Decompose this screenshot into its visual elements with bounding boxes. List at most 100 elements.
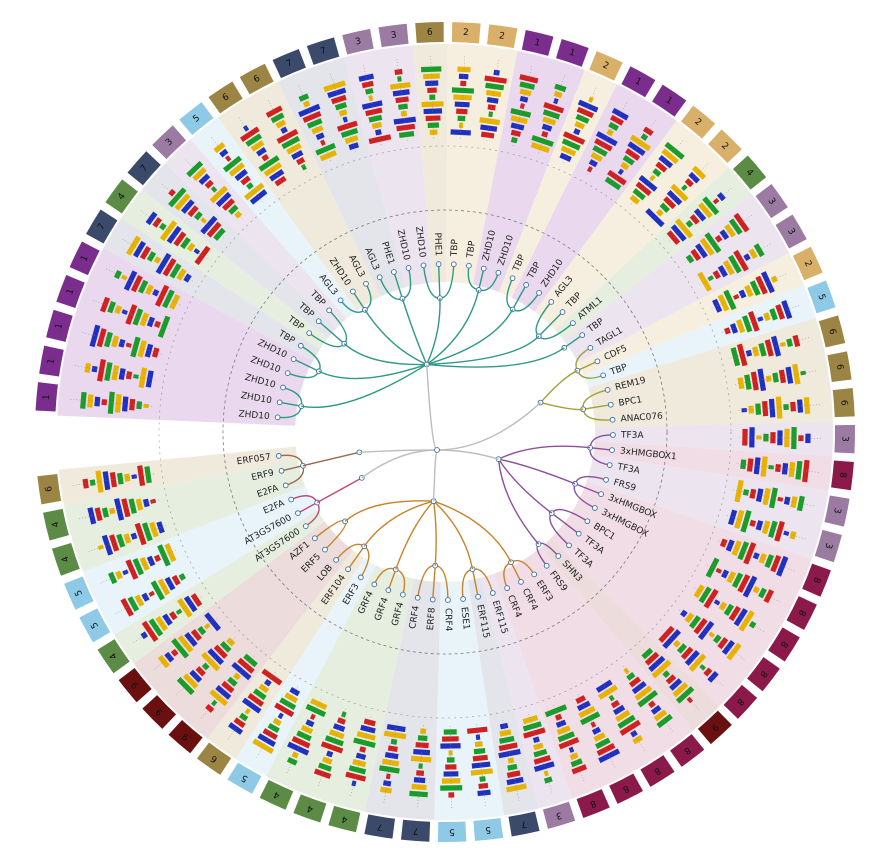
tree-node	[591, 505, 598, 511]
motif-letter	[153, 554, 162, 562]
branch	[302, 451, 360, 467]
motif-letter	[542, 116, 557, 126]
motif-letter	[775, 396, 783, 419]
tree-node	[606, 462, 613, 468]
logo-axis	[255, 686, 298, 760]
motif-letter	[190, 593, 203, 607]
tree-node	[284, 370, 291, 376]
cluster-band	[133, 521, 354, 739]
motif-letter	[542, 109, 561, 120]
tree-node	[594, 358, 601, 365]
motif-logo	[199, 653, 258, 720]
motif-letter	[241, 697, 262, 714]
cluster-number: 1	[568, 48, 577, 59]
motif-letter	[592, 145, 608, 157]
motif-letter	[743, 542, 757, 565]
motif-logo	[604, 118, 657, 191]
motif-letter	[632, 734, 644, 745]
motif-letter	[332, 723, 346, 732]
cluster-band	[58, 446, 298, 505]
cluster-ring-segment	[775, 214, 807, 249]
motif-letter	[638, 174, 658, 192]
cluster-number: 9	[709, 721, 720, 732]
cluster-ring-segment	[415, 22, 444, 44]
cluster-number: 3	[822, 541, 833, 549]
motif-letter	[302, 110, 322, 123]
inner-dashed-ring	[222, 209, 668, 655]
cluster-ring-segment	[747, 657, 780, 692]
motif-letter	[716, 192, 726, 202]
motif-logo	[737, 456, 821, 483]
motif-letter	[177, 635, 194, 653]
motif-letter	[375, 129, 382, 136]
motif-letter	[385, 773, 391, 780]
motif-letter	[472, 754, 488, 762]
tree-node	[275, 453, 282, 459]
motif-letter	[258, 683, 270, 694]
cluster-ring-segment	[400, 819, 431, 842]
cluster-number: 6	[838, 400, 848, 407]
cluster-ring-segment	[378, 23, 409, 48]
tree-node	[414, 594, 421, 601]
logo-axis	[396, 57, 408, 141]
motif-letter	[219, 148, 229, 158]
motif-letter	[291, 751, 299, 759]
cluster-band	[481, 573, 573, 809]
cluster-ring-segment	[328, 805, 361, 833]
motif-logo	[693, 584, 766, 633]
cluster-number: 8	[757, 668, 769, 679]
cluster-background-bands	[57, 44, 833, 820]
tree-node	[480, 265, 487, 272]
motif-logo	[575, 694, 621, 770]
cluster-band	[594, 421, 833, 457]
motif-letter	[740, 510, 752, 533]
motif-letter	[519, 81, 536, 90]
motif-letter	[723, 289, 737, 311]
tree-node	[584, 518, 591, 525]
motif-letter	[746, 458, 754, 472]
cluster-ring-segment	[831, 460, 854, 491]
motif-letter	[726, 570, 737, 584]
cluster-number: 9	[154, 706, 165, 717]
logo-axis	[528, 713, 553, 795]
tree-node	[391, 269, 397, 275]
logo-axis	[553, 705, 586, 784]
cluster-number: 7	[319, 46, 328, 57]
motif-letter	[397, 76, 402, 82]
motif-letter	[783, 404, 789, 411]
motif-letter	[361, 80, 374, 89]
motif-letter	[124, 473, 131, 482]
tree-node	[371, 581, 378, 588]
logo-axis	[586, 100, 628, 175]
motif-logo	[98, 543, 177, 585]
motif-letter	[725, 539, 735, 552]
motif-letter	[383, 730, 407, 740]
cluster-ring-segment	[97, 639, 130, 674]
motif-logo	[733, 479, 816, 512]
motif-letter	[757, 316, 764, 322]
cluster-band	[121, 189, 328, 350]
motif-letter	[123, 533, 132, 544]
branch	[426, 309, 514, 366]
motif-letter	[676, 643, 688, 654]
logo-axis	[735, 370, 819, 385]
tree-node	[282, 482, 289, 489]
cluster-number: 4	[116, 191, 128, 202]
cluster-number: 7	[376, 821, 383, 832]
motif-letter	[758, 587, 767, 599]
cluster-number: 6	[252, 74, 262, 86]
motif-letter	[685, 220, 694, 228]
motif-letter	[798, 435, 804, 442]
motif-logo	[530, 73, 567, 154]
cluster-band	[83, 486, 318, 635]
motif-letter	[170, 648, 179, 657]
cluster-number: 2	[802, 259, 813, 268]
tree-node	[450, 261, 457, 268]
cluster-number: 5	[73, 588, 84, 597]
motif-letter	[747, 311, 760, 332]
motif-letter	[753, 457, 761, 475]
motif-letter	[713, 599, 721, 606]
motif-letter	[789, 530, 797, 540]
motif-letter	[719, 229, 730, 241]
motif-letter	[227, 676, 238, 687]
